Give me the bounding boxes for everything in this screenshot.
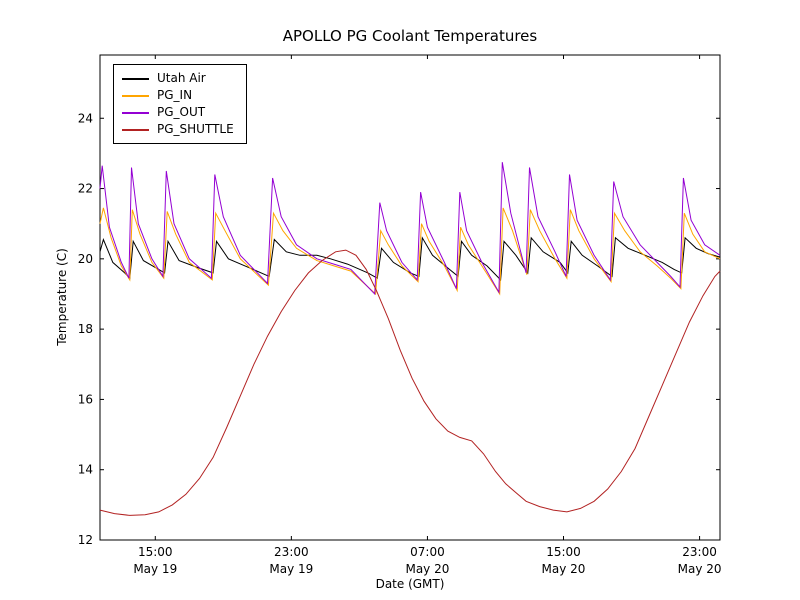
y-tick-label: 14 (78, 463, 93, 477)
legend-line-sample (122, 77, 149, 80)
x-tick-time: 23:00 (274, 545, 309, 559)
legend-item: PG_SHUTTLE (122, 121, 234, 138)
y-tick-label: 24 (78, 111, 93, 125)
plot-frame (99, 54, 721, 541)
series-line-pg-shuttle (99, 249, 721, 516)
legend-line-sample (122, 94, 149, 97)
x-tick-date: May 19 (269, 562, 313, 576)
x-tick-date: May 20 (542, 562, 586, 576)
legend-item: Utah Air (122, 70, 234, 87)
x-tick-date: May 19 (133, 562, 177, 576)
x-tick-time: 07:00 (410, 545, 445, 559)
legend: Utah Air PG_IN PG_OUT PG_SHUTTLE (113, 64, 247, 144)
series-line-pg-out (99, 162, 721, 296)
series-line-pg-in (99, 207, 721, 296)
legend-item: PG_OUT (122, 104, 234, 121)
legend-label: PG_IN (157, 88, 193, 102)
legend-label: PG_OUT (157, 105, 206, 119)
legend-line-sample (122, 128, 149, 131)
y-tick-label: 16 (78, 392, 93, 406)
legend-line-sample (122, 111, 149, 114)
x-tick-date: May 20 (678, 562, 722, 576)
x-tick-time: 15:00 (546, 545, 581, 559)
x-tick-time: 23:00 (682, 545, 717, 559)
x-tick-date: May 20 (405, 562, 449, 576)
legend-label: PG_SHUTTLE (157, 122, 234, 136)
y-tick-label: 12 (78, 533, 93, 547)
y-tick-label: 20 (78, 252, 93, 266)
legend-item: PG_IN (122, 87, 234, 104)
y-tick-label: 22 (78, 182, 93, 196)
x-tick-time: 15:00 (138, 545, 173, 559)
x-axis-label: Date (GMT) (375, 577, 445, 591)
y-tick-label: 18 (78, 322, 93, 336)
y-axis-label: Temperature (C) (55, 248, 69, 346)
series-line-utah-air (99, 236, 721, 282)
legend-label: Utah Air (157, 71, 206, 85)
chart-title: APOLLO PG Coolant Temperatures (282, 27, 538, 45)
